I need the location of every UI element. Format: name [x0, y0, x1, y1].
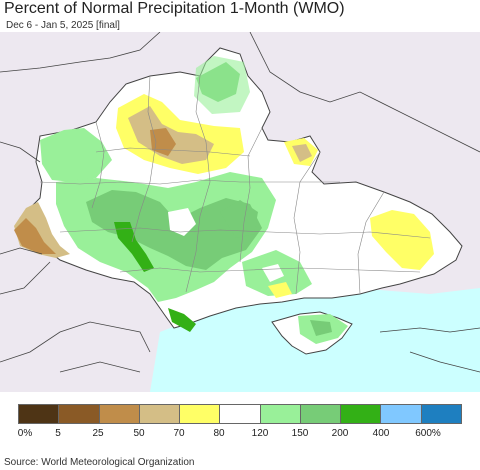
legend-swatch	[341, 405, 382, 423]
legend-tick: 600%	[415, 428, 441, 439]
legend-bar	[18, 404, 462, 424]
legend-swatch	[300, 405, 342, 423]
map-title: Percent of Normal Precipitation 1-Month …	[4, 0, 345, 17]
legend-swatch	[180, 405, 221, 423]
legend-tick: 25	[92, 428, 104, 439]
legend-swatch	[381, 405, 422, 423]
legend-tick: 80	[213, 428, 225, 439]
legend-swatch	[421, 405, 461, 423]
legend-tick: 0%	[17, 428, 33, 439]
legend-swatch	[19, 405, 60, 423]
legend-tick: 200	[331, 428, 349, 439]
legend-swatch	[99, 405, 140, 423]
precip-patches	[14, 56, 434, 344]
legend-swatch	[59, 405, 100, 423]
legend-swatch	[139, 405, 181, 423]
legend-ticks: 0% 5 25 50 70 80 120 150 200 400 600%	[0, 428, 480, 442]
source-credit: Source: World Meteorological Organizatio…	[4, 457, 195, 468]
oblast-borders	[39, 75, 431, 295]
legend-tick: 150	[291, 428, 309, 439]
map-subtitle: Dec 6 - Jan 5, 2025 [final]	[6, 20, 120, 31]
legend-tick: 70	[173, 428, 185, 439]
legend-tick: 5	[55, 428, 61, 439]
legend-swatch	[260, 405, 301, 423]
legend-tick: 400	[372, 428, 390, 439]
legend-swatch	[220, 405, 261, 423]
legend-tick: 120	[251, 428, 269, 439]
precipitation-map	[0, 32, 480, 392]
country-borders	[0, 32, 480, 373]
legend-tick: 50	[133, 428, 145, 439]
